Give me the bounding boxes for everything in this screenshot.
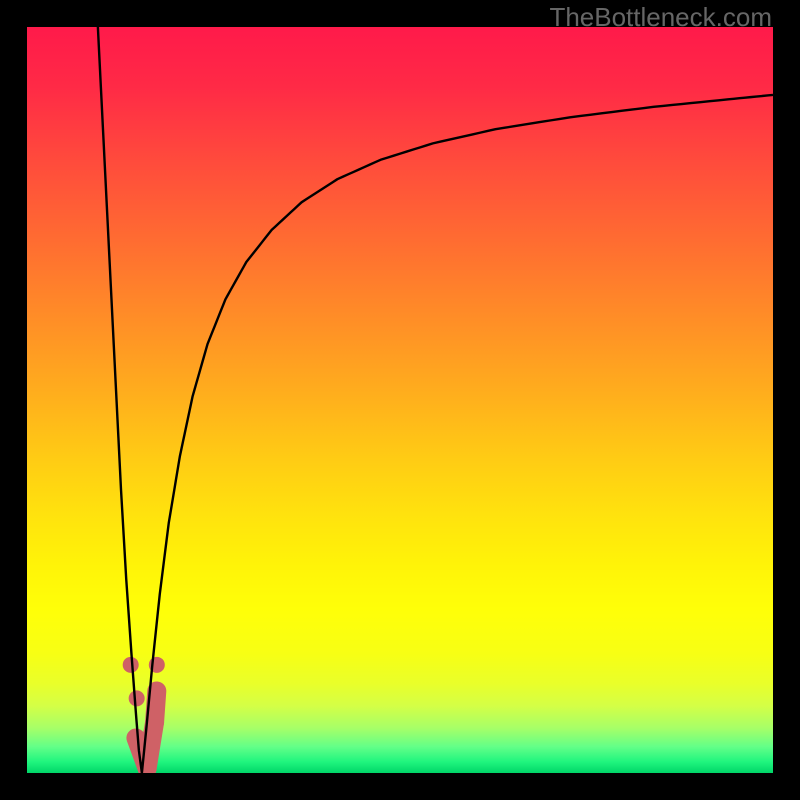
bottleneck-curve xyxy=(98,27,773,773)
marker-segment xyxy=(155,691,157,722)
chart-container: TheBottleneck.com xyxy=(0,0,800,800)
chart-overlay xyxy=(0,0,800,800)
marker-dot xyxy=(129,690,145,706)
watermark-text: TheBottleneck.com xyxy=(549,2,772,33)
